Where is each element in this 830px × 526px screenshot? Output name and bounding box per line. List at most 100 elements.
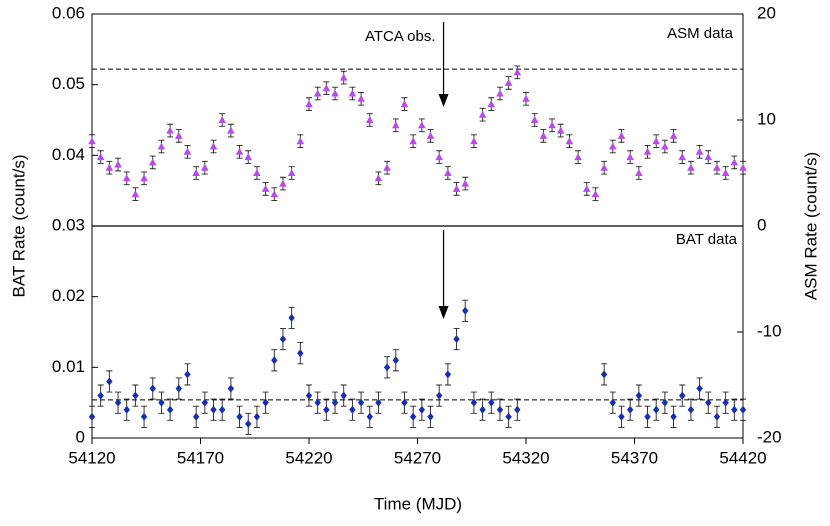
diamond-marker — [713, 412, 721, 421]
diamond-marker — [262, 398, 269, 407]
arrow-head — [438, 306, 449, 319]
triangle-marker — [444, 169, 452, 176]
triangle-marker — [261, 184, 270, 192]
triangle-marker — [652, 137, 660, 145]
x-tick-label: 54420 — [719, 448, 766, 467]
diamond-marker — [436, 391, 443, 400]
diamond-marker — [288, 313, 295, 322]
diamond-marker — [514, 405, 521, 414]
triangle-marker — [574, 153, 582, 161]
triangle-marker — [374, 174, 383, 182]
triangle-marker — [322, 84, 331, 92]
triangle-marker — [270, 190, 279, 198]
y-axis-label: BAT Rate (count/s) — [9, 155, 28, 298]
triangle-marker — [218, 116, 226, 123]
diamond-marker — [644, 412, 651, 421]
diamond-marker — [219, 405, 226, 414]
y2-tick-label: -20 — [757, 427, 782, 446]
triangle-marker — [400, 100, 409, 108]
diamond-marker — [114, 398, 122, 407]
diamond-marker — [97, 391, 104, 400]
y2-axis-label: ASM Rate (count/s) — [801, 152, 820, 300]
triangle-marker — [166, 126, 174, 134]
triangle-marker — [539, 131, 548, 139]
triangle-marker — [175, 131, 183, 139]
triangle-marker — [704, 153, 713, 161]
diamond-marker — [687, 405, 695, 414]
diamond-marker — [149, 384, 156, 393]
diamond-marker — [158, 398, 165, 407]
triangle-marker — [287, 169, 296, 176]
diamond-marker — [271, 356, 278, 365]
diamond-marker — [427, 412, 434, 421]
diamond-marker — [210, 405, 217, 414]
diamond-marker — [279, 335, 287, 344]
diamond-marker — [227, 384, 235, 393]
diamond-marker — [670, 412, 677, 421]
diamond-marker — [609, 398, 616, 407]
x-tick-label: 54120 — [68, 448, 115, 467]
triangle-marker — [687, 163, 695, 171]
diamond-marker — [679, 391, 686, 400]
triangle-marker — [96, 153, 105, 161]
arrow-head — [438, 94, 449, 107]
triangle-marker — [383, 163, 391, 171]
triangle-marker — [339, 73, 348, 81]
diamond-marker — [496, 405, 504, 414]
triangle-marker — [418, 121, 426, 129]
triangle-marker — [357, 94, 365, 102]
diamond-marker — [305, 391, 313, 400]
diamond-marker — [123, 405, 130, 414]
y2-tick-label: 10 — [757, 109, 776, 128]
diamond-marker — [600, 370, 608, 379]
triangle-marker — [296, 137, 305, 145]
triangle-marker — [348, 89, 357, 97]
triangle-marker — [105, 163, 114, 171]
diamond-marker — [375, 398, 382, 407]
triangle-marker — [409, 137, 417, 145]
diamond-marker — [739, 405, 747, 414]
diamond-marker — [192, 412, 200, 421]
triangle-marker — [582, 184, 591, 192]
x-tick-label: 54370 — [611, 448, 658, 467]
triangle-marker — [392, 121, 400, 129]
diamond-marker — [184, 370, 191, 379]
triangle-marker — [739, 163, 747, 171]
triangle-marker — [209, 142, 218, 150]
diamond-marker — [618, 412, 625, 421]
triangle-marker — [565, 137, 574, 145]
diamond-marker — [175, 384, 182, 393]
diamond-marker — [722, 398, 729, 407]
triangle-marker — [140, 174, 148, 182]
diamond-marker — [201, 398, 209, 407]
triangle-marker — [114, 160, 122, 168]
diamond-marker — [661, 398, 669, 407]
triangle-marker — [713, 163, 721, 171]
triangle-marker — [478, 110, 487, 118]
triangle-marker — [227, 126, 235, 134]
triangle-marker — [678, 153, 687, 161]
triangle-marker — [661, 142, 669, 150]
diamond-marker — [653, 405, 660, 414]
diamond-marker — [696, 384, 703, 393]
diamond-marker — [626, 405, 634, 414]
diamond-marker — [462, 306, 469, 315]
triangle-marker — [556, 126, 565, 134]
diamond-marker — [392, 356, 399, 365]
triangle-marker — [426, 131, 435, 139]
diamond-marker — [132, 391, 139, 400]
triangle-marker — [157, 142, 166, 150]
diamond-marker — [349, 405, 356, 414]
diamond-marker — [297, 349, 304, 358]
triangle-marker — [530, 116, 539, 123]
diamond-marker — [314, 398, 321, 407]
y-tick-label: 0.02 — [52, 286, 85, 305]
diamond-marker — [453, 335, 460, 344]
diamond-marker — [340, 391, 347, 400]
diamond-marker — [470, 398, 478, 407]
y-tick-label: 0.01 — [52, 357, 85, 376]
y-tick-label: 0.03 — [52, 215, 85, 234]
triangle-marker — [470, 137, 478, 145]
triangle-marker — [548, 121, 556, 129]
diamond-marker — [383, 363, 391, 372]
